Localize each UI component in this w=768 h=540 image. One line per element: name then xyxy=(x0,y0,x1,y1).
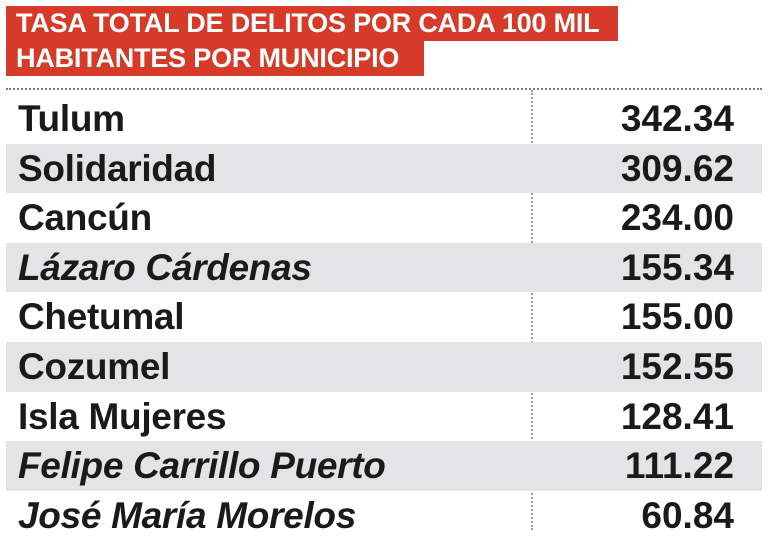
crime-rate-value: 155.00 xyxy=(620,296,734,338)
crime-rate-value: 60.84 xyxy=(641,494,734,536)
table-title: TASA TOTAL DE DELITOS POR CADA 100 MIL H… xyxy=(6,6,636,76)
table-row: Chetumal 155.00 xyxy=(6,292,762,342)
municipality-name: Cancún xyxy=(18,197,152,239)
crime-rate-value: 111.22 xyxy=(624,445,734,487)
column-divider xyxy=(531,90,533,530)
table-row: Tulum 342.34 xyxy=(6,94,762,144)
table-row: José María Morelos 60.84 xyxy=(6,491,762,540)
title-line-2: HABITANTES POR MUNICIPIO xyxy=(6,41,424,76)
table-row: Cancún 234.00 xyxy=(6,193,762,243)
crime-rate-value: 342.34 xyxy=(620,98,734,139)
municipality-name: Solidaridad xyxy=(18,147,217,189)
table-row: Isla Mujeres 128.41 xyxy=(6,392,762,442)
municipality-rate-table: Tulum 342.34 Solidaridad 309.62 Cancún 234.00… xyxy=(6,94,762,540)
municipality-name: Tulum xyxy=(18,98,125,139)
municipality-name: Felipe Carrillo Puerto xyxy=(18,445,386,487)
header-divider xyxy=(6,88,762,90)
crime-rate-value: 128.41 xyxy=(620,395,734,437)
municipality-name: Cozumel xyxy=(18,345,171,387)
municipality-name: Chetumal xyxy=(18,296,185,338)
crime-rate-value: 234.00 xyxy=(620,197,734,239)
crime-rate-value: 309.62 xyxy=(620,147,734,189)
table-row: Lázaro Cárdenas 155.34 xyxy=(6,242,762,293)
crime-rate-value: 152.55 xyxy=(620,345,734,387)
title-line-1: TASA TOTAL DE DELITOS POR CADA 100 MIL xyxy=(6,6,618,41)
municipality-name: José María Morelos xyxy=(18,494,357,536)
table-row: Cozumel 152.55 xyxy=(6,341,762,392)
table-row: Felipe Carrillo Puerto 111.22 xyxy=(6,441,762,491)
table-row: Solidaridad 309.62 xyxy=(6,143,762,194)
municipality-name: Lázaro Cárdenas xyxy=(18,246,312,288)
crime-rate-value: 155.34 xyxy=(620,246,734,288)
municipality-name: Isla Mujeres xyxy=(18,395,227,437)
